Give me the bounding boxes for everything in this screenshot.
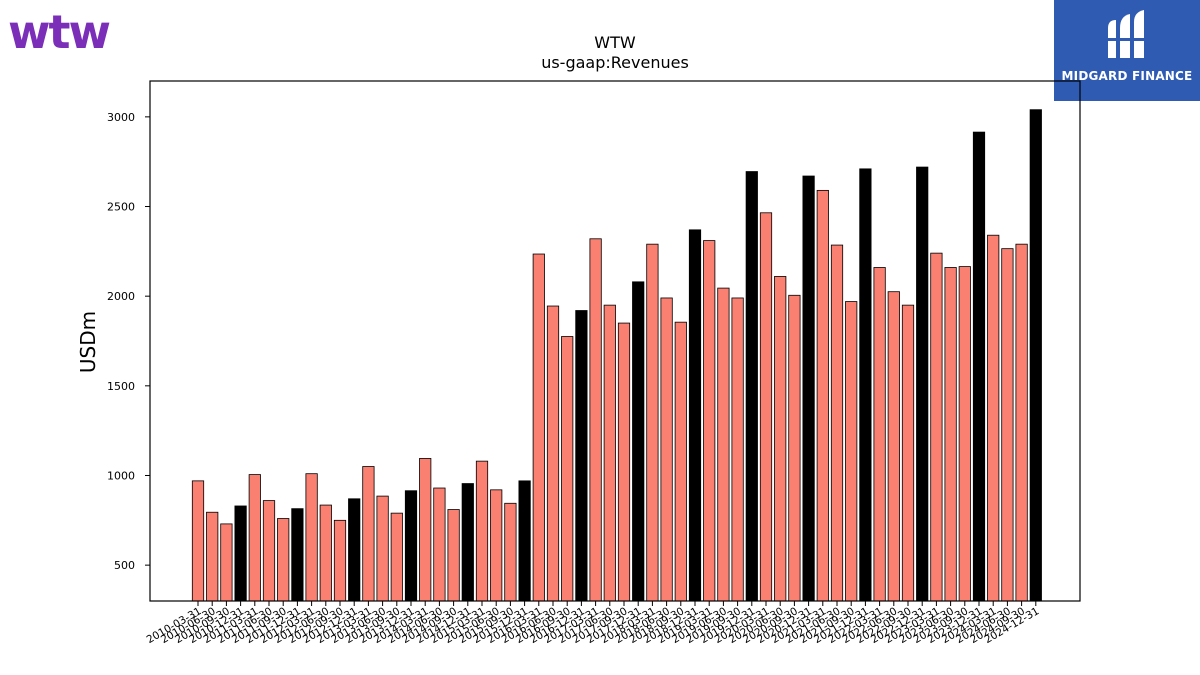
bar-2017-06-30: [603, 304, 616, 602]
bar-2015-06-30: [490, 489, 503, 602]
bar-2020-03-31: [759, 212, 773, 602]
y-tick-label: 1500: [107, 380, 135, 393]
bar-2020-09-30: [788, 294, 801, 602]
bar-2022-09-30: [901, 304, 915, 602]
bar-2010-06-30: [206, 511, 219, 602]
bar-2019-12-31: [745, 171, 758, 602]
bar-2016-09-30: [561, 336, 574, 602]
wtw-logo: wtw: [8, 5, 128, 60]
bar-2017-12-31: [632, 281, 645, 602]
y-tick-label: 1000: [107, 469, 135, 482]
bar-2014-09-30: [447, 509, 460, 602]
bar-2017-09-30: [617, 322, 631, 602]
bar-2018-06-30: [660, 297, 673, 602]
bar-2018-09-30: [674, 321, 687, 602]
bar-2018-12-31: [688, 229, 702, 602]
chart-subtitle: us-gaap:Revenues: [541, 53, 689, 72]
bar-2017-03-31: [589, 238, 602, 602]
bar-2018-03-31: [646, 243, 659, 602]
bar-2013-09-30: [390, 512, 403, 602]
bar-2023-09-30: [958, 266, 971, 602]
bar-2015-03-31: [475, 460, 489, 602]
bar-2020-12-31: [802, 175, 815, 602]
bar-2013-12-31: [404, 490, 418, 602]
bar-2023-12-31: [972, 131, 986, 602]
bar-2014-06-30: [433, 487, 446, 602]
y-tick-label: 3000: [107, 111, 135, 124]
midgard-finance-badge: MIDGARD FINANCE: [1054, 0, 1200, 101]
bar-2021-06-30: [830, 244, 844, 602]
bar-2010-12-31: [234, 505, 247, 602]
bar-2012-06-30: [319, 504, 332, 602]
bar-2010-09-30: [220, 523, 233, 602]
bar-2013-06-30: [376, 495, 389, 602]
bar-2024-09-30: [1015, 243, 1028, 602]
bar-2012-09-30: [333, 519, 347, 602]
chart-title: WTW: [594, 33, 636, 52]
y-tick-label: 2500: [107, 201, 135, 214]
svg-text:wtw: wtw: [8, 8, 109, 56]
bar-2023-06-30: [944, 267, 957, 602]
x-axis-ticks: 2010-03-312010-06-302010-09-302010-12-31…: [145, 601, 1041, 646]
plot-frame: [149, 80, 1081, 602]
bar-2016-12-31: [575, 310, 588, 602]
bar-2014-03-31: [419, 458, 432, 602]
bar-2019-09-30: [731, 297, 744, 602]
bar-2024-06-30: [1001, 248, 1014, 602]
bar-2024-12-31: [1029, 109, 1042, 602]
y-axis-ticks: 500 1000 1500 2000 2500 3000: [107, 111, 150, 572]
bar-2015-09-30: [504, 502, 517, 602]
bar-2021-03-31: [816, 189, 829, 602]
bar-2022-06-30: [887, 291, 900, 602]
bar-2013-03-31: [362, 466, 375, 602]
bar-2011-12-31: [291, 508, 304, 602]
bar-2021-09-30: [845, 301, 858, 602]
bar-2011-03-31: [248, 474, 261, 602]
y-axis-label: USDm: [76, 311, 100, 373]
bar-2011-06-30: [262, 500, 276, 602]
bar-2022-12-31: [916, 166, 929, 602]
bar-2019-06-30: [717, 287, 730, 602]
bar-2022-03-31: [873, 267, 886, 602]
bar-2019-03-31: [703, 240, 716, 602]
bar-2010-03-31: [191, 480, 205, 602]
bar-2012-03-31: [305, 473, 318, 602]
bar-2021-12-31: [859, 168, 872, 602]
bar-2011-09-30: [277, 518, 290, 602]
bar-2014-12-31: [461, 483, 474, 602]
y-tick-label: 500: [114, 559, 135, 572]
bar-2020-06-30: [774, 276, 787, 602]
midgard-finance-label: MIDGARD FINANCE: [1061, 69, 1193, 83]
bar-2016-06-30: [546, 305, 560, 602]
midgard-mark-icon: [1106, 10, 1146, 58]
bar-2015-12-31: [518, 480, 531, 602]
bar-2024-03-31: [987, 234, 1000, 602]
bars-group: [191, 109, 1042, 602]
bar-2023-03-31: [930, 252, 943, 602]
y-tick-label: 2000: [107, 290, 135, 303]
bar-2012-12-31: [348, 498, 361, 602]
bar-2016-03-31: [532, 253, 545, 602]
